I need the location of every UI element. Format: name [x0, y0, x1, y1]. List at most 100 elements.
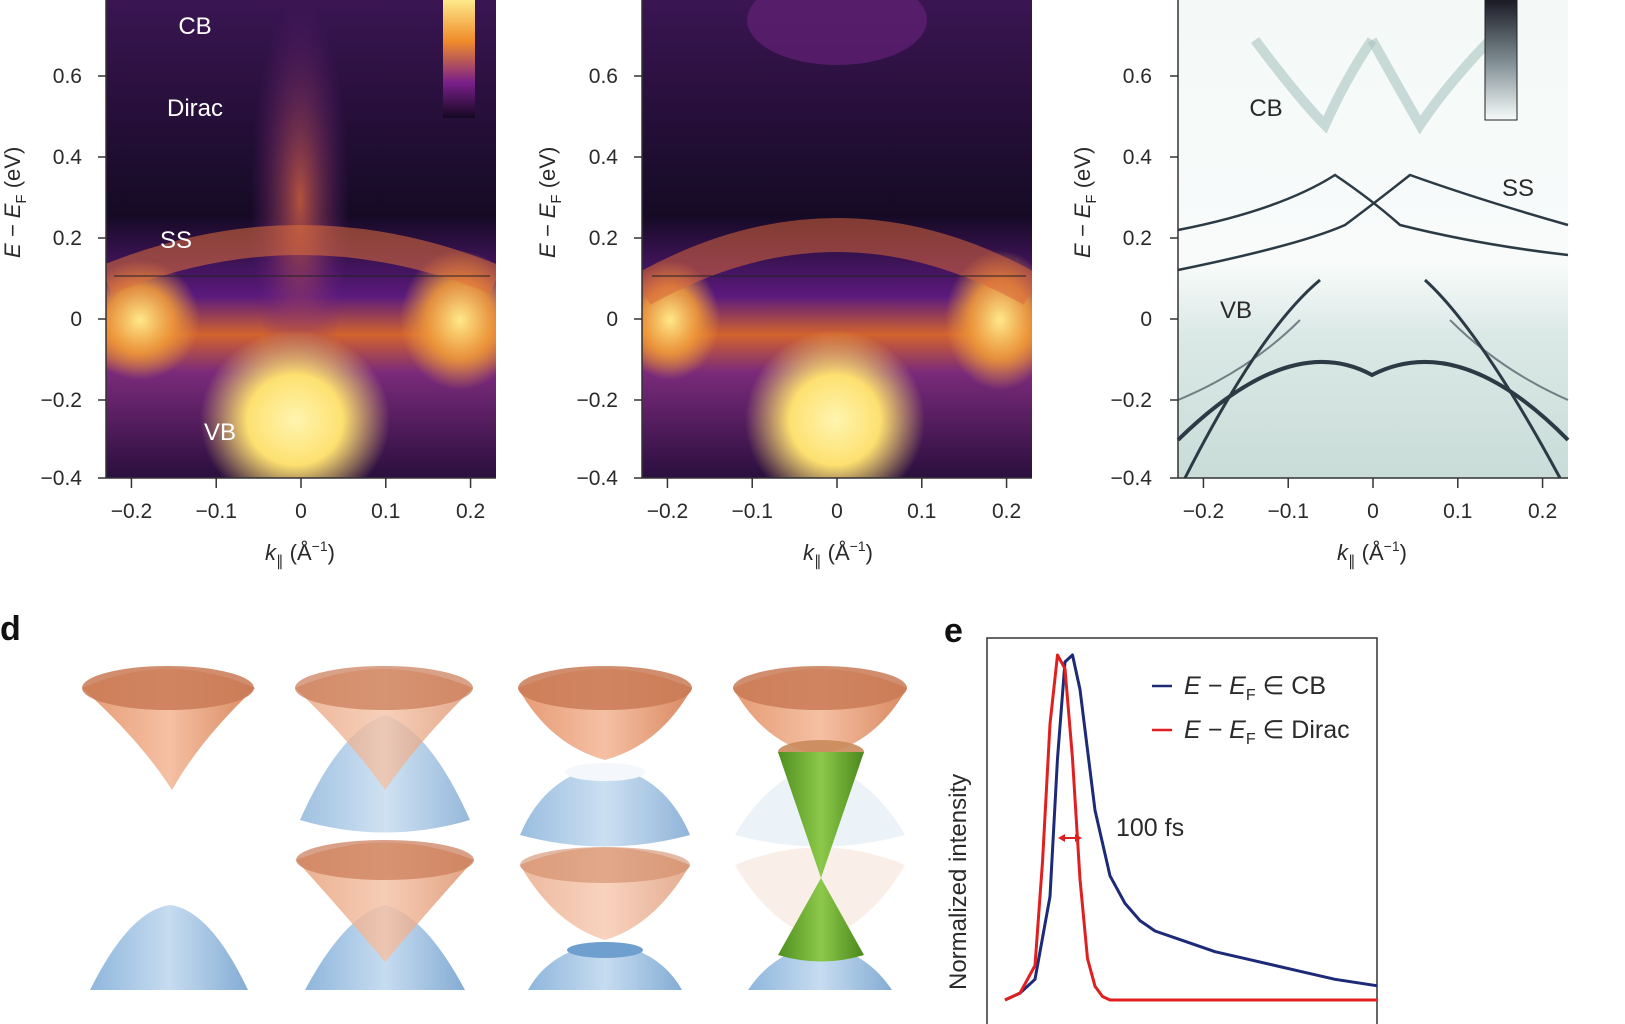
schematic-1-vb-paraboloid: [90, 905, 248, 990]
arpes-a-x-axis: −0.2 −0.1 0 0.1 0.2 k∥ (Å−1): [106, 477, 496, 570]
schematic-3-vb-lower-hole: [567, 942, 643, 958]
x-tick-label: −0.1: [731, 500, 772, 523]
x-tick-label: 0.2: [1528, 500, 1557, 523]
y-tick-label: −0.4: [41, 467, 83, 490]
schematic-4-dirac-cone-upper: [778, 752, 864, 878]
series-line-dirac: [1004, 653, 1377, 1002]
arpes-a-vertical-glow: [250, 0, 350, 400]
arpes-b-ss-band: [642, 218, 1032, 305]
y-tick-label: −0.2: [577, 389, 618, 412]
schematic-4-dirac-cone-lower: [778, 878, 864, 962]
theory-panel-c: CB SS VB 0.6 0.4 0.2 0 −0.2 −0.4 E − EF (eV) −…: [1070, 0, 1570, 570]
arpes-b-vb-glow: [745, 330, 925, 478]
theory-c-label-ss: SS: [1502, 175, 1534, 202]
x-tick-label: 0.1: [907, 500, 936, 523]
x-axis-label: k∥ (Å−1): [1337, 538, 1407, 570]
y-axis-label: E − EF (eV): [1070, 147, 1100, 258]
panel-letter-e: e: [944, 612, 963, 650]
chart-e: Normalized intensity 100 fs E − EF ∈ CB …: [945, 637, 1378, 1024]
theory-c-y-axis: 0.6 0.4 0.2 0 −0.2 −0.4 E − EF (eV): [1070, 0, 1179, 490]
arpes-a-vb-glow: [200, 330, 390, 478]
theory-c-vb-band-1: [1176, 360, 1570, 442]
legend-label-cb: E − EF ∈ CB: [1184, 672, 1326, 704]
theory-c-vb-band-4: [1177, 319, 1301, 401]
arpes-a-ss-band: [106, 225, 496, 294]
theory-c-colorbar: [1484, 0, 1518, 121]
cone-schematics: [82, 666, 907, 990]
chart-e-legend: E − EF ∈ CB E − EF ∈ Dirac: [1152, 672, 1350, 748]
arpes-b-top-glow: [747, 0, 927, 65]
x-tick-label: 0.1: [371, 500, 400, 523]
y-tick-label: 0.6: [589, 65, 618, 88]
x-tick-label: 0: [831, 500, 843, 523]
arpes-a-label-dirac: Dirac: [167, 95, 223, 122]
theory-c-x-axis: −0.2 −0.1 0 0.1 0.2 k∥ (Å−1): [1178, 477, 1568, 570]
y-tick-label: 0.4: [589, 146, 619, 169]
y-axis-label: E − EF (eV): [0, 147, 30, 258]
fwhm-arrow-head-right: [1075, 834, 1082, 842]
y-tick-label: 0.2: [1123, 227, 1152, 250]
arpes-panel-b: 0.60.40.20−0.2−0.4E − EF (eV) −0.2 −0.1 0 0…: [535, 0, 1032, 570]
arpes-a-left-glow: [106, 260, 200, 380]
x-tick-label: −0.1: [195, 500, 236, 523]
theory-c-vb-band-2: [1183, 278, 1321, 479]
schematic-3-vb-upper-hole: [565, 763, 645, 781]
x-tick-label: −0.2: [1183, 500, 1224, 523]
y-tick-label: 0: [1140, 308, 1152, 331]
arpes-a-label-cb: CB: [178, 13, 211, 40]
arpes-a-label-vb: VB: [204, 419, 236, 446]
y-tick-label: 0: [606, 308, 618, 331]
x-tick-label: 0: [1367, 500, 1379, 523]
y-tick-label: −0.4: [577, 467, 619, 490]
arpes-a-y-axis: 0.6 0.4 0.2 0 −0.2 −0.4 E − EF (eV): [0, 0, 107, 490]
y-tick-label: 0.2: [589, 227, 618, 250]
theory-c-label-vb: VB: [1220, 297, 1252, 324]
x-axis-label: k∥ (Å−1): [265, 538, 335, 570]
theory-c-vb-band-5: [1449, 319, 1569, 401]
chart-e-ylabel: Normalized intensity: [945, 774, 972, 990]
theory-c-ss-band-2: [1177, 173, 1569, 272]
arpes-panel-a: CB Dirac SS VB 0.6 0.4 0.2 0 −0.2 −0.4 E − EF …: [0, 0, 496, 570]
schematic-2-cb-upper-rim: [295, 666, 473, 710]
schematic-1-cb-rim: [82, 666, 254, 710]
y-tick-label: 0: [70, 308, 82, 331]
y-tick-label: 0.2: [53, 227, 82, 250]
y-tick-label: −0.2: [1111, 389, 1152, 412]
x-tick-label: −0.2: [647, 500, 688, 523]
x-tick-label: −0.2: [111, 500, 152, 523]
schematic-2: [295, 666, 474, 990]
x-tick-label: 0.1: [1443, 500, 1472, 523]
x-tick-label: 0: [295, 500, 307, 523]
theory-c-label-cb: CB: [1249, 95, 1282, 122]
y-tick-label: 0.6: [1123, 65, 1152, 88]
schematic-4-cb-upper-rim: [733, 666, 907, 710]
y-tick-label: −0.2: [41, 389, 82, 412]
chart-e-annotation: 100 fs: [1058, 814, 1184, 842]
series-line-cb: [1004, 653, 1377, 1002]
y-tick-label: 0.6: [53, 65, 82, 88]
x-tick-label: 0.2: [992, 500, 1021, 523]
x-axis-label: k∥ (Å−1): [803, 538, 873, 570]
schematic-4: [733, 666, 907, 990]
chart-e-frame: [986, 637, 1378, 1024]
schematic-2-cb-lower-rim: [296, 840, 474, 880]
x-tick-label: 0.2: [456, 500, 485, 523]
legend-label-dirac: E − EF ∈ Dirac: [1184, 716, 1350, 748]
theory-c-cb-band-left: [1251, 36, 1377, 134]
fwhm-arrow-head-left: [1058, 834, 1065, 842]
y-axis-label: E − EF (eV): [535, 147, 565, 258]
arpes-b-y-axis: 0.6 0.4 0.2 0 −0.2 −0.4 E − EF (eV): [535, 0, 643, 490]
schematic-3: [518, 666, 692, 990]
y-tick-label: 0.4: [53, 146, 83, 169]
theory-c-vb-band-3: [1423, 278, 1562, 479]
schematic-3-vb-lower: [528, 942, 682, 990]
y-tick-label: 0.4: [1123, 146, 1153, 169]
fwhm-label: 100 fs: [1116, 814, 1184, 842]
schematic-3-cb-lower-rim: [520, 847, 690, 883]
theory-c-cb-band-right: [1367, 26, 1504, 135]
x-tick-label: −0.1: [1267, 500, 1308, 523]
theory-c-bands: [1176, 26, 1570, 479]
y-tick-label: −0.4: [1111, 467, 1153, 490]
arpes-a-colorbar: [443, 0, 475, 118]
